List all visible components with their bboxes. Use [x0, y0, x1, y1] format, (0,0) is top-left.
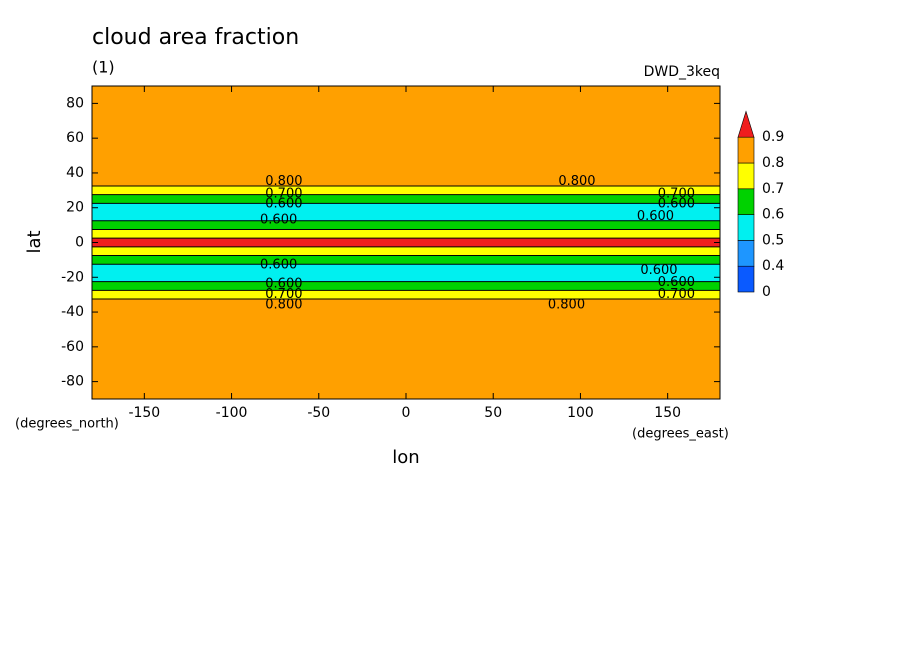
contour-band [92, 299, 720, 309]
y-tick-label: 0 [75, 235, 84, 251]
contour-band [92, 212, 720, 222]
y-tick-label: -60 [61, 339, 84, 355]
contour-band [92, 264, 720, 274]
x-tick-label: 50 [484, 405, 502, 421]
contour-band [92, 99, 720, 109]
y-tick-label: -80 [61, 374, 84, 390]
y-tick-label: -40 [61, 304, 84, 320]
contour-label: 0.600 [260, 258, 297, 273]
colorbar-label: 0.8 [762, 155, 784, 171]
x-tick-label: 0 [402, 405, 411, 421]
contour-label: 0.600 [265, 277, 302, 292]
y-tick-label: 20 [66, 200, 84, 216]
y-tick-label: 60 [66, 130, 84, 146]
contour-band [92, 342, 720, 352]
x-units: (degrees_east) [632, 427, 729, 442]
contour-label: 0.600 [265, 197, 302, 212]
contour-band [92, 359, 720, 370]
contour-band [92, 220, 720, 230]
contour-band [92, 385, 720, 396]
contour-label: 0.700 [265, 287, 302, 302]
contour-band [92, 107, 720, 117]
contour-band [92, 229, 720, 239]
y-axis-label: lat [24, 230, 45, 253]
contour-band [92, 133, 720, 144]
contour-label: 0.600 [658, 275, 695, 290]
contour-band [92, 290, 720, 300]
contour-label: 0.800 [265, 174, 302, 189]
contour-band [92, 272, 720, 283]
contour-band [92, 142, 720, 152]
x-tick-label: 100 [567, 405, 594, 421]
contour-band [92, 194, 720, 204]
colorbar-box [737, 188, 755, 215]
contour-label: 0.600 [658, 197, 695, 212]
contour-band [92, 90, 720, 100]
annotation: DWD_3keq [644, 64, 720, 80]
contour-band [92, 307, 720, 317]
x-tick-label: -50 [307, 405, 330, 421]
contour-band [92, 185, 720, 196]
y-tick-label: 80 [66, 95, 84, 111]
colorbar-label: 0.5 [762, 232, 784, 248]
contour-band [92, 177, 720, 187]
chart-subtitle: (1) [92, 58, 115, 77]
colorbar-label: 0.6 [762, 207, 784, 223]
contour-band [92, 377, 720, 387]
contour-label: 0.600 [637, 209, 674, 224]
colorbar-label: 0 [762, 284, 771, 300]
x-tick-label: -150 [128, 405, 160, 421]
x-tick-label: -100 [216, 405, 248, 421]
contour-label: 0.800 [548, 298, 585, 313]
chart-title: cloud area fraction [92, 25, 299, 50]
contour-band [92, 316, 720, 326]
contour-band [92, 368, 720, 378]
contour-label: 0.800 [558, 174, 595, 189]
contour-label: 0.700 [265, 186, 302, 201]
x-tick-label: 150 [654, 405, 681, 421]
contour-band [92, 116, 720, 126]
contour-band [92, 203, 720, 213]
colorbar-label: 0.9 [762, 129, 784, 145]
colorbar-label: 0.4 [762, 258, 784, 274]
contour-label: 0.600 [640, 263, 677, 278]
contour-band [92, 255, 720, 265]
contour-band [92, 281, 720, 291]
colorbar-box [737, 214, 755, 241]
contour-band [92, 151, 720, 161]
contour-band [92, 125, 720, 135]
colorbar-box [737, 136, 755, 164]
y-units: (degrees_north) [15, 417, 119, 432]
contour-label: 0.800 [265, 298, 302, 313]
colorbar-box [737, 265, 755, 293]
contour-band [92, 238, 720, 248]
contour-band [92, 168, 720, 178]
contour-band [92, 351, 720, 361]
y-tick-label: -20 [61, 269, 84, 285]
contour-label: 0.700 [658, 287, 695, 302]
colorbar-box [737, 162, 755, 190]
colorbar-box [737, 240, 755, 267]
contour-label: 0.600 [260, 212, 297, 227]
colorbar-label: 0.7 [762, 181, 784, 197]
contour-band [92, 246, 720, 257]
x-axis-label: lon [392, 447, 419, 468]
contour-band [92, 159, 720, 170]
contour-band [92, 325, 720, 335]
colorbar-triangle [737, 110, 755, 138]
y-tick-label: 40 [66, 165, 84, 181]
contour-band [92, 333, 720, 343]
contour-label: 0.700 [658, 186, 695, 201]
